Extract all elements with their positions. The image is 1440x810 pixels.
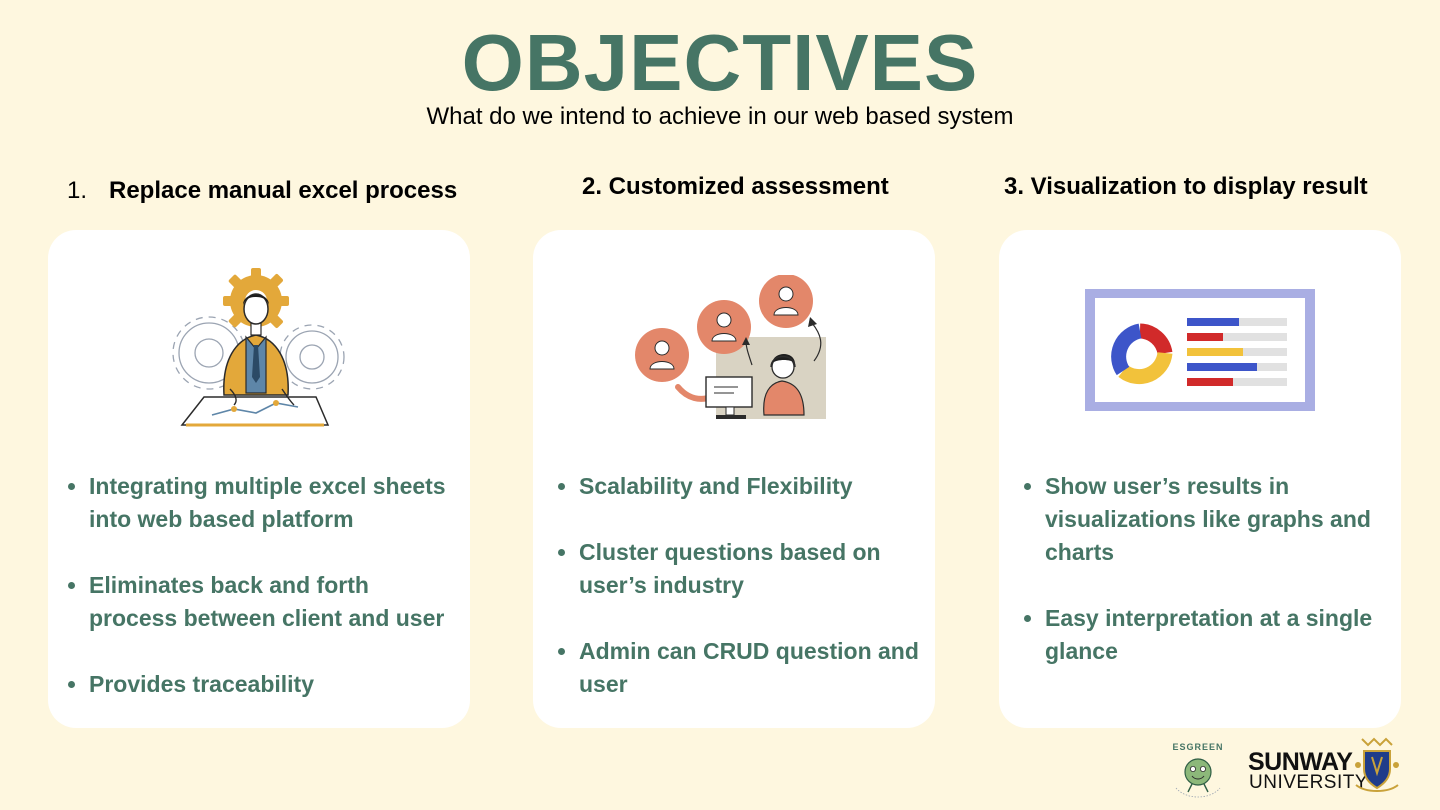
slide-title: OBJECTIVES bbox=[461, 18, 979, 107]
objective-1-points: Integrating multiple excel sheets into w… bbox=[68, 470, 463, 734]
illustration-2 bbox=[533, 260, 935, 440]
list-item: Admin can CRUD question and user bbox=[558, 635, 928, 701]
esgreen-logo: ESGREEN bbox=[1166, 738, 1230, 802]
list-item: Eliminates back and forth process betwee… bbox=[68, 569, 463, 635]
sunway-university-logo: SUNWAY UNIVERSITY bbox=[1248, 735, 1400, 795]
column-1-heading-text: Replace manual excel process bbox=[109, 177, 458, 204]
list-item: Show user’s results in visualizations li… bbox=[1024, 470, 1394, 569]
column-2-heading: 2. Customized assessment bbox=[582, 173, 889, 200]
sunway-logo-line2: UNIVERSITY bbox=[1249, 772, 1369, 793]
dashboard-chart-icon bbox=[1085, 289, 1315, 411]
list-item: Integrating multiple excel sheets into w… bbox=[68, 470, 463, 536]
illustration-1 bbox=[48, 260, 470, 440]
slide-subtitle: What do we intend to achieve in our web … bbox=[426, 103, 1014, 130]
esgreen-mascot-icon: ESGREEN bbox=[1172, 742, 1223, 798]
user-network-support-icon bbox=[635, 275, 826, 419]
illustration-3 bbox=[999, 260, 1401, 440]
person-gears-icon bbox=[172, 268, 345, 427]
svg-text:ESGREEN: ESGREEN bbox=[1172, 742, 1223, 752]
university-crest-icon bbox=[1355, 737, 1399, 792]
list-item: Provides traceability bbox=[68, 668, 463, 701]
objective-card-2: Scalability and Flexibility Cluster ques… bbox=[533, 230, 935, 728]
column-3-heading: 3. Visualization to display result bbox=[1004, 173, 1368, 200]
objective-2-points: Scalability and Flexibility Cluster ques… bbox=[558, 470, 928, 734]
list-item: Cluster questions based on user’s indust… bbox=[558, 536, 928, 602]
objective-card-1: Integrating multiple excel sheets into w… bbox=[48, 230, 470, 728]
list-item: Easy interpretation at a single glance bbox=[1024, 602, 1394, 668]
column-1-number: 1. bbox=[67, 177, 88, 204]
column-1-heading: 1. Replace manual excel process bbox=[67, 176, 457, 206]
objective-card-3: Show user’s results in visualizations li… bbox=[999, 230, 1401, 728]
objective-3-points: Show user’s results in visualizations li… bbox=[1024, 470, 1394, 701]
list-item: Scalability and Flexibility bbox=[558, 470, 928, 503]
sunway-logo-line1: SUNWAY bbox=[1248, 748, 1353, 776]
